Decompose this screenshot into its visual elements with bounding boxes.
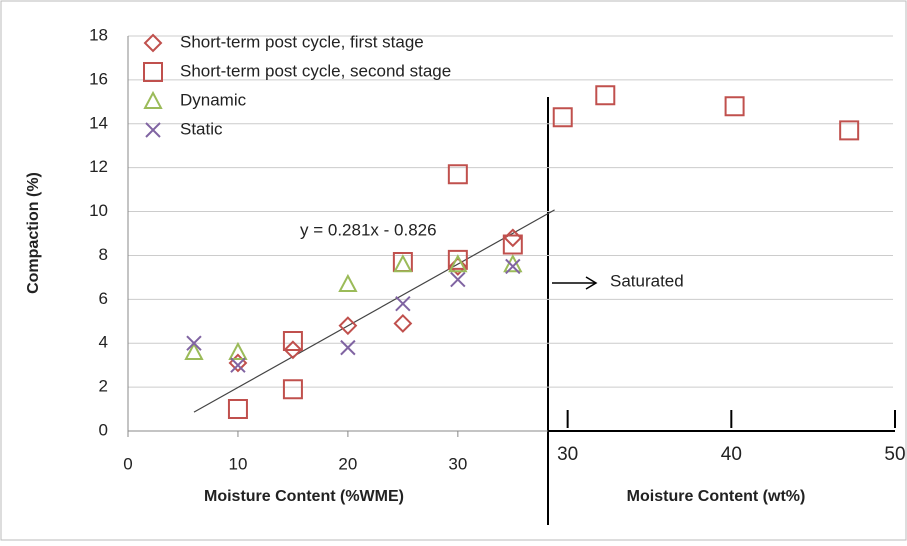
y-tick-label: 14 bbox=[89, 113, 108, 132]
y-tick-label: 0 bbox=[99, 420, 108, 439]
y-tick-label: 4 bbox=[99, 333, 108, 352]
x-axis-title: Moisture Content (%WME) bbox=[204, 488, 404, 505]
x2-axis-title: Moisture Content (wt%) bbox=[627, 488, 806, 505]
marker-triangle bbox=[448, 254, 468, 273]
marker-diamond bbox=[448, 257, 468, 276]
y-tick-label: 6 bbox=[99, 289, 108, 308]
marker-cross bbox=[395, 296, 411, 312]
legend-label: Static bbox=[180, 119, 223, 138]
legend-label: Dynamic bbox=[180, 90, 247, 109]
x2-tick-label: 40 bbox=[721, 444, 742, 465]
marker-square bbox=[552, 107, 573, 128]
marker-square bbox=[447, 164, 468, 185]
marker-diamond bbox=[143, 33, 163, 53]
marker-square bbox=[839, 120, 860, 141]
marker-square bbox=[282, 379, 303, 400]
legend-label: Short-term post cycle, second stage bbox=[180, 61, 451, 80]
marker-triangle bbox=[228, 341, 248, 360]
marker-cross bbox=[450, 271, 466, 288]
x2-tick-label: 50 bbox=[884, 444, 905, 465]
legend-label: Short-term post cycle, first stage bbox=[180, 32, 424, 51]
marker-triangle bbox=[184, 341, 204, 360]
annotation: Saturated bbox=[610, 271, 684, 290]
marker-cross bbox=[145, 122, 161, 138]
marker-triangle bbox=[338, 273, 358, 292]
marker-diamond bbox=[338, 316, 358, 336]
marker-square bbox=[502, 234, 523, 255]
y-tick-label: 8 bbox=[99, 245, 108, 264]
marker-square bbox=[447, 249, 468, 270]
y-axis-title: Compaction (%) bbox=[25, 172, 42, 294]
y-tick-label: 2 bbox=[99, 377, 108, 396]
x-tick-label: 20 bbox=[338, 454, 357, 473]
marker-cross bbox=[505, 258, 521, 275]
x-tick-label: 30 bbox=[448, 454, 467, 473]
x-tick-label: 10 bbox=[228, 454, 247, 473]
trendline bbox=[193, 209, 555, 413]
trendline-label: y = 0.281x - 0.826 bbox=[300, 220, 437, 239]
marker-diamond bbox=[283, 340, 303, 360]
marker-diamond bbox=[393, 314, 413, 333]
y-tick-label: 18 bbox=[89, 25, 108, 44]
marker-cross bbox=[186, 335, 202, 351]
marker-square bbox=[595, 85, 616, 106]
y-tick-label: 12 bbox=[89, 157, 108, 176]
marker-triangle bbox=[143, 90, 163, 109]
marker-square bbox=[724, 96, 745, 117]
marker-square bbox=[282, 331, 303, 352]
x-tick-label: 0 bbox=[123, 454, 132, 473]
y-tick-label: 10 bbox=[89, 201, 108, 220]
y-tick-label: 16 bbox=[89, 69, 108, 88]
arrow-head bbox=[585, 276, 598, 290]
x2-tick-label: 30 bbox=[557, 444, 578, 465]
marker-square bbox=[143, 62, 163, 82]
marker-square bbox=[227, 399, 248, 420]
marker-cross bbox=[340, 339, 356, 356]
marker-cross bbox=[230, 357, 246, 373]
marker-triangle bbox=[393, 254, 413, 273]
